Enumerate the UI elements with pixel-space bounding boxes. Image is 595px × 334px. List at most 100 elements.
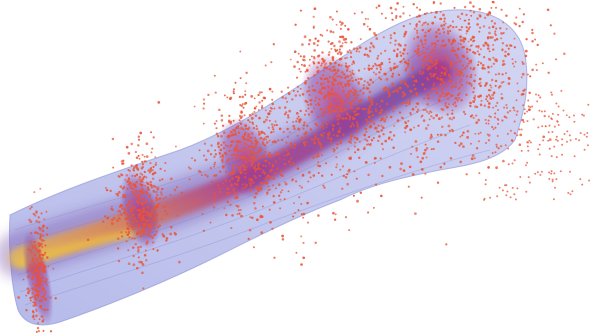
particle xyxy=(396,119,400,122)
particle xyxy=(500,32,503,35)
particle xyxy=(252,152,255,155)
particle xyxy=(36,232,39,235)
particle xyxy=(496,195,499,198)
particle xyxy=(329,140,332,144)
particle xyxy=(145,190,147,193)
particle xyxy=(282,148,285,151)
particle xyxy=(384,72,387,75)
particle xyxy=(230,140,233,143)
particle xyxy=(106,216,110,220)
particle xyxy=(254,136,257,139)
particle xyxy=(141,229,144,232)
particle xyxy=(127,230,131,233)
particle xyxy=(156,203,159,207)
particle xyxy=(304,109,308,113)
particle xyxy=(300,63,303,66)
particle xyxy=(283,158,285,161)
particle xyxy=(132,254,135,258)
particle xyxy=(340,44,344,48)
particle xyxy=(232,92,235,95)
particle xyxy=(317,141,321,144)
particle xyxy=(350,56,353,59)
particle xyxy=(528,108,531,112)
particle xyxy=(398,111,402,114)
particle xyxy=(461,134,464,137)
particle xyxy=(249,216,252,219)
particle xyxy=(536,100,539,103)
particle xyxy=(393,105,396,109)
particle xyxy=(369,125,373,128)
particle xyxy=(239,50,242,53)
particle xyxy=(416,47,420,51)
particle xyxy=(507,52,510,56)
particle xyxy=(548,138,552,141)
particle xyxy=(224,144,227,147)
particle xyxy=(145,258,148,262)
particle xyxy=(259,149,262,152)
particle xyxy=(582,114,585,117)
particle xyxy=(323,69,325,72)
particle xyxy=(151,241,155,244)
particle xyxy=(335,166,338,169)
particle xyxy=(273,171,277,175)
particle xyxy=(491,152,494,154)
particle xyxy=(341,76,344,79)
particle xyxy=(28,289,31,292)
particle xyxy=(353,99,356,102)
particle xyxy=(407,85,410,88)
particle xyxy=(311,85,314,88)
particle xyxy=(333,218,337,221)
particle xyxy=(373,207,375,209)
particle xyxy=(512,106,515,109)
particle xyxy=(234,132,237,135)
particle xyxy=(416,110,419,113)
particle xyxy=(365,130,368,134)
particle xyxy=(221,161,224,163)
particle xyxy=(513,37,516,40)
particle xyxy=(300,136,304,140)
particle xyxy=(253,110,256,114)
particle xyxy=(414,140,418,143)
particle xyxy=(226,159,229,162)
particle xyxy=(222,147,226,150)
particle xyxy=(401,52,404,55)
particle xyxy=(309,176,312,179)
particle xyxy=(462,131,465,134)
particle xyxy=(38,244,41,247)
particle xyxy=(223,207,226,210)
particle xyxy=(396,2,399,5)
particle xyxy=(485,95,489,98)
particle xyxy=(243,134,246,137)
particle xyxy=(435,91,439,95)
particle xyxy=(310,99,313,102)
particle xyxy=(432,147,435,151)
particle xyxy=(117,259,121,263)
particle xyxy=(278,127,282,131)
particle xyxy=(462,145,465,148)
particle xyxy=(365,139,369,142)
particle xyxy=(132,221,135,224)
particle xyxy=(424,21,427,24)
particle xyxy=(449,157,453,160)
particle xyxy=(513,120,516,123)
particle xyxy=(35,247,38,251)
particle xyxy=(368,27,372,31)
particle xyxy=(353,12,356,15)
particle xyxy=(125,231,128,234)
particle xyxy=(413,27,416,30)
particle xyxy=(427,54,430,57)
particle xyxy=(373,62,377,66)
particle xyxy=(323,77,327,81)
particle xyxy=(239,103,242,107)
particle xyxy=(555,135,558,138)
particle xyxy=(367,135,371,139)
particle xyxy=(324,108,327,111)
particle xyxy=(443,162,446,165)
particle xyxy=(421,114,424,117)
particle xyxy=(487,122,490,125)
particle xyxy=(424,38,427,42)
particle xyxy=(552,198,555,201)
particle xyxy=(142,201,145,204)
particle xyxy=(442,13,445,17)
particle xyxy=(462,74,465,77)
